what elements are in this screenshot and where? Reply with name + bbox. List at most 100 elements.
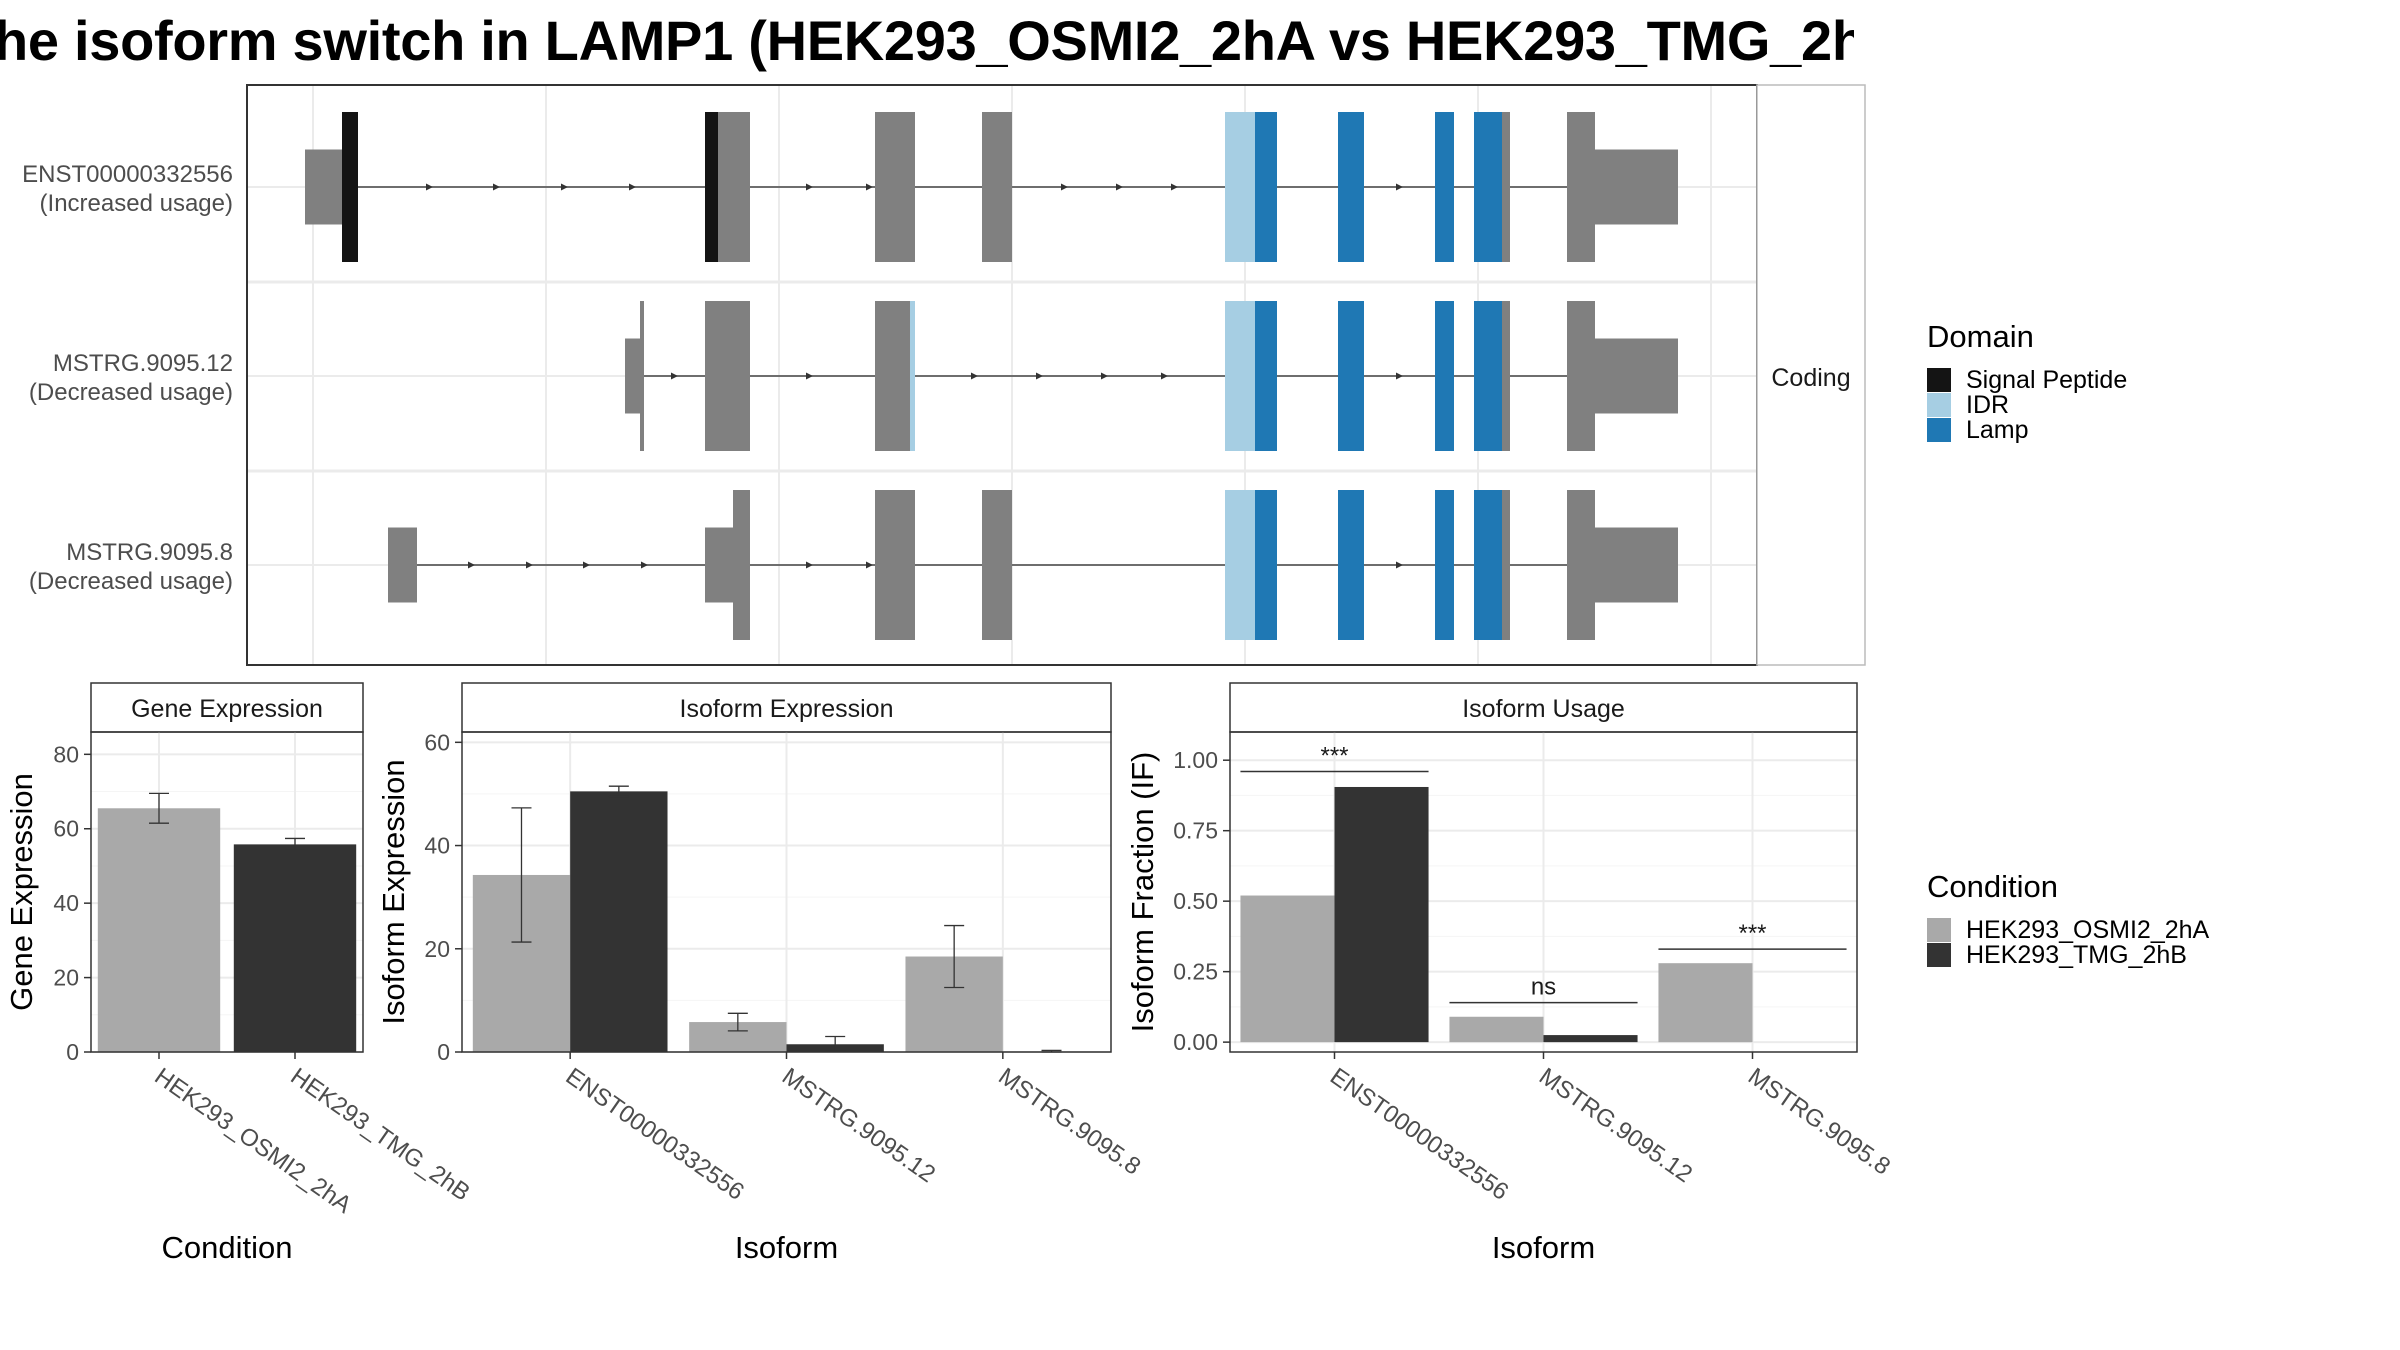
intron-arrow	[1396, 372, 1403, 380]
y-tick-label: 80	[53, 741, 79, 767]
domain-block-lamp	[1338, 490, 1364, 640]
exon-block	[388, 527, 417, 603]
x-tick-label: MSTRG.9095.8	[993, 1063, 1145, 1181]
domain-block-signal-peptide	[342, 112, 358, 262]
intron-arrow	[1036, 372, 1043, 380]
exon-block	[705, 301, 750, 451]
exon-block	[733, 490, 750, 640]
domain-block-signal-peptide	[705, 112, 718, 262]
exon-block	[718, 112, 750, 262]
transcript-note: (Decreased usage)	[29, 568, 233, 595]
domain-block-lamp	[1474, 490, 1502, 640]
legend-label: Signal Peptide	[1966, 366, 2127, 394]
y-tick-label: 0.00	[1173, 1029, 1218, 1055]
facet-strip-label: Isoform Usage	[1462, 695, 1625, 723]
y-tick-label: 0.25	[1173, 959, 1218, 985]
bar	[97, 808, 221, 1052]
x-axis-title: Condition	[162, 1230, 293, 1265]
domain-block-idr	[1225, 301, 1255, 451]
domain-block-lamp	[1435, 301, 1454, 451]
domain-block-lamp	[1474, 301, 1502, 451]
y-tick-label: 20	[53, 965, 79, 991]
exon-block	[625, 338, 640, 414]
domain-block-lamp	[1338, 301, 1364, 451]
domain-block-lamp	[1255, 112, 1277, 262]
facet-strip	[461, 682, 1112, 733]
exon-block	[875, 490, 915, 640]
transcript-ENST00000332556	[305, 112, 1678, 262]
bar	[1449, 1016, 1544, 1043]
facet-strip	[1756, 84, 1866, 666]
legend-swatch	[1927, 918, 1951, 942]
legend-label: HEK293_OSMI2_2hA	[1966, 916, 2210, 944]
x-tick-label: ENST00000332556	[561, 1063, 749, 1206]
intron-arrow	[629, 183, 636, 191]
legend-swatch	[1927, 418, 1951, 442]
legend-swatch	[1927, 368, 1951, 392]
legend-title: Domain	[1927, 319, 2034, 354]
intron-arrow	[526, 561, 533, 569]
exon-block	[982, 112, 1012, 262]
domain-block-lamp	[1435, 112, 1454, 262]
y-tick-label: 20	[424, 936, 450, 962]
intron-arrow	[1171, 183, 1178, 191]
significance-label: ns	[1531, 974, 1556, 1001]
intron-arrow	[1116, 183, 1123, 191]
exon-block	[1567, 301, 1595, 451]
y-axis-title: Isoform Expression	[376, 759, 411, 1024]
domain-block-lamp	[1474, 112, 1502, 262]
exon-block	[1567, 490, 1595, 640]
intron-arrow	[583, 561, 590, 569]
y-tick-label: 40	[424, 833, 450, 859]
x-tick-label: MSTRG.9095.12	[1534, 1063, 1697, 1188]
y-tick-label: 60	[53, 816, 79, 842]
panel-border	[90, 731, 364, 1053]
exon-block	[1595, 149, 1678, 225]
exon-block	[305, 149, 342, 225]
intron-arrow	[806, 561, 813, 569]
domain-block-lamp	[1255, 490, 1277, 640]
y-axis-title: Gene Expression	[4, 773, 39, 1011]
intron-arrow	[866, 561, 873, 569]
exon-block	[1502, 490, 1510, 640]
intron-arrow	[493, 183, 500, 191]
bar	[570, 791, 668, 1052]
x-tick-label: ENST00000332556	[1325, 1063, 1513, 1206]
domain-block-idr	[1225, 490, 1255, 640]
transcript-name: MSTRG.9095.8	[66, 539, 233, 566]
intron-arrow	[1101, 372, 1108, 380]
y-tick-label: 0	[66, 1039, 79, 1065]
transcript-name: ENST00000332556	[22, 161, 233, 188]
panel-isoform-expression: Isoform Expression 0 20 40 60 ENST00000332556…	[376, 682, 1145, 1265]
intron-arrow	[641, 561, 648, 569]
domain-block-lamp	[1255, 301, 1277, 451]
exon-block	[1502, 301, 1510, 451]
exon-block	[1595, 527, 1678, 603]
intron-arrow	[866, 183, 873, 191]
x-axis-title: Isoform	[1492, 1230, 1595, 1265]
intron-arrow	[1161, 372, 1168, 380]
legend-swatch	[1927, 943, 1951, 967]
transcript-note: (Decreased usage)	[29, 379, 233, 406]
significance-label: ***	[1320, 742, 1348, 769]
exon-block	[1502, 112, 1510, 262]
intron-arrow	[1396, 561, 1403, 569]
transcript-MSTRG.9095.12	[625, 301, 1678, 451]
y-tick-label: 0.50	[1173, 888, 1218, 914]
intron-arrow	[671, 372, 678, 380]
domain-block-lamp	[1435, 490, 1454, 640]
bar	[1543, 1035, 1638, 1043]
y-tick-label: 40	[53, 890, 79, 916]
intron-arrow	[1396, 183, 1403, 191]
legend-title: Condition	[1927, 869, 2058, 904]
exon-block	[875, 112, 915, 262]
legend-label: Lamp	[1966, 416, 2029, 444]
x-tick-label: MSTRG.9095.12	[777, 1063, 940, 1188]
facet-strip-label: Coding	[1771, 364, 1850, 392]
bar	[1334, 786, 1429, 1043]
intron-arrow	[1061, 183, 1068, 191]
facet-strip-label: Gene Expression	[131, 695, 323, 723]
domain-block-idr	[910, 301, 915, 451]
intron-arrow	[971, 372, 978, 380]
